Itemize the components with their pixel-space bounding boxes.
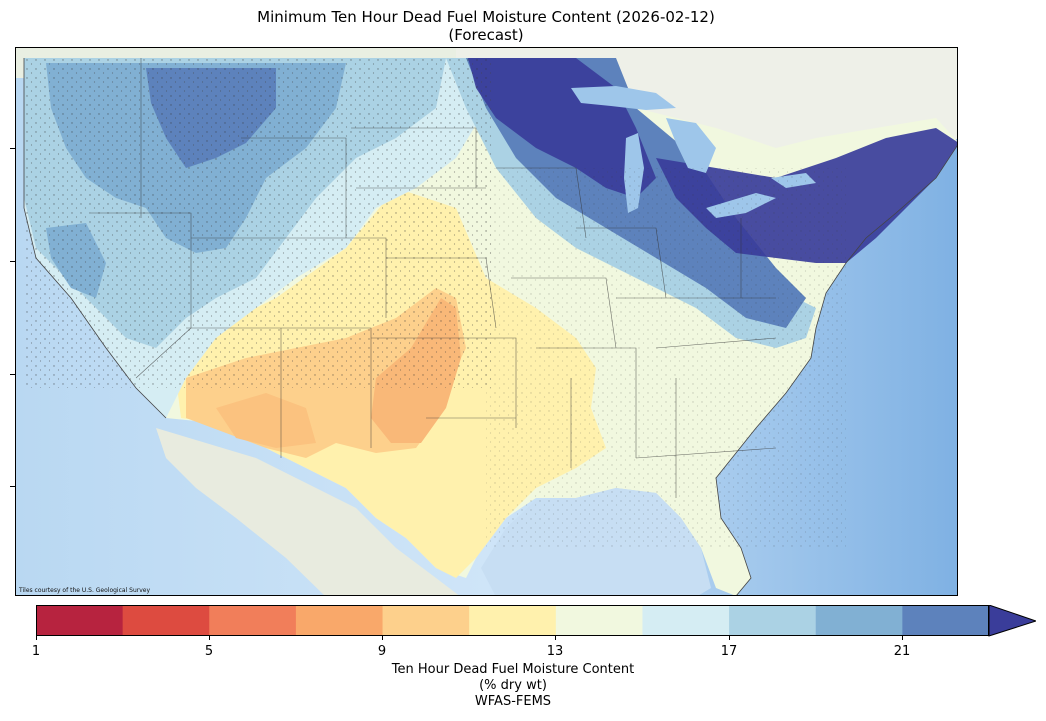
colorbar-outline — [36, 605, 989, 636]
colorbar-segment — [209, 605, 297, 636]
tile-credit: Tiles courtesy of the U.S. Geological Su… — [19, 587, 151, 594]
colorbar-segment — [382, 605, 470, 636]
colorbar-label-line-3: WFAS-FEMS — [474, 694, 552, 709]
colorbar-tick-label: 13 — [546, 644, 564, 659]
map-panel[interactable] — [15, 47, 958, 596]
y-axis-tick — [10, 261, 15, 262]
colorbar-segment — [122, 605, 210, 636]
mexico-land — [156, 428, 459, 595]
y-axis-tick — [10, 486, 15, 487]
colorbar-tick-label: 9 — [377, 644, 387, 659]
colorbar-segment — [295, 605, 384, 636]
state-boundaries — [91, 58, 777, 498]
colorbar-label-line-1: Ten Hour Dead Fuel Moisture Content — [391, 662, 635, 677]
colorbar-tick — [729, 636, 730, 640]
title-line-2: (Forecast) — [448, 26, 524, 44]
colorbar-tick — [902, 636, 903, 640]
colorbar-segment — [555, 605, 643, 636]
colorbar-segment — [642, 605, 730, 636]
y-axis-tick — [10, 148, 15, 149]
colorbar-tick — [555, 636, 556, 640]
colorbar-segment — [815, 605, 903, 636]
colorbar-label: Ten Hour Dead Fuel Moisture Content (% d… — [0, 662, 1026, 710]
colorbar-tick — [209, 636, 210, 640]
colorbar-tick — [36, 636, 37, 640]
arizona-dry-patch — [216, 393, 316, 448]
colorbar — [36, 605, 1036, 637]
colorbar-segment — [902, 605, 990, 636]
title-line-1: Minimum Ten Hour Dead Fuel Moisture Cont… — [257, 8, 715, 26]
colorbar-tick-label: 1 — [31, 644, 41, 659]
y-axis-tick — [10, 374, 15, 375]
lake-superior — [571, 86, 676, 110]
colorbar-tick-label: 5 — [204, 644, 214, 659]
colorbar-segment — [729, 605, 817, 636]
colorbar-segment — [469, 605, 557, 636]
colorbar-tick-label: 17 — [720, 644, 738, 659]
map-title: Minimum Ten Hour Dead Fuel Moisture Cont… — [0, 8, 972, 44]
colorbar-segment — [36, 605, 124, 636]
coastline — [23, 58, 957, 595]
station-markers-east — [486, 168, 846, 548]
colorbar-tick-label: 21 — [893, 644, 911, 659]
colorbar-label-line-2: (% dry wt) — [479, 678, 547, 693]
colorbar-tick — [382, 636, 383, 640]
station-markers-west — [24, 58, 494, 388]
colorbar-extend-arrow — [988, 605, 1036, 637]
fuel-moisture-map[interactable] — [16, 48, 958, 596]
lake-huron — [666, 118, 716, 173]
